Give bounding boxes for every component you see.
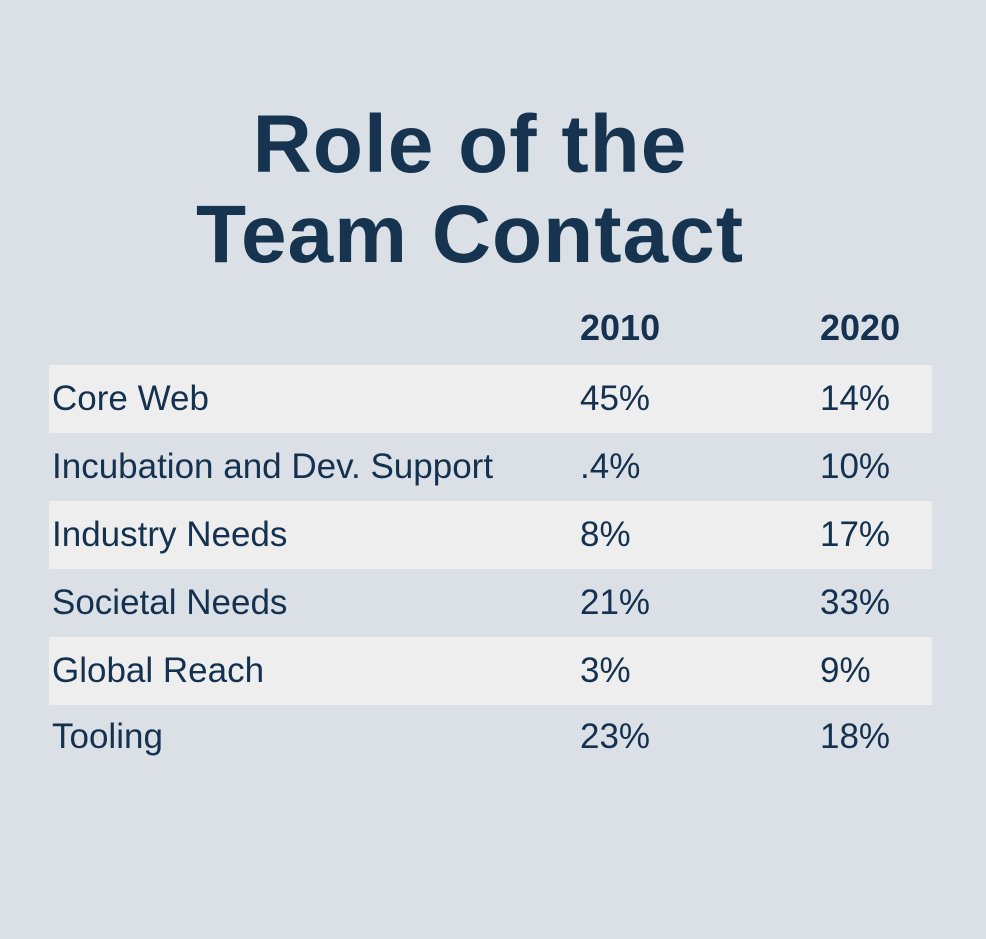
- value-2010: .4%: [580, 447, 641, 486]
- value-2020: 18%: [820, 717, 891, 756]
- row-label: Global Reach: [52, 651, 265, 690]
- table-row: Tooling 23% 18%: [49, 703, 932, 771]
- row-label: Industry Needs: [52, 515, 288, 554]
- table-row: Global Reach 3% 9%: [49, 637, 932, 705]
- value-2010: 23%: [580, 717, 651, 756]
- row-label: Incubation and Dev. Support: [52, 447, 494, 486]
- table-row: Societal Needs 21% 33%: [49, 569, 932, 637]
- value-2020: 17%: [820, 515, 891, 554]
- title-line-2: Team Contact: [195, 189, 745, 280]
- value-2010: 3%: [580, 651, 631, 690]
- value-2020: 10%: [820, 447, 891, 486]
- value-2010: 21%: [580, 583, 651, 622]
- row-label: Core Web: [52, 379, 209, 418]
- row-label: Societal Needs: [52, 583, 288, 622]
- value-2010: 45%: [580, 379, 651, 418]
- table-row: Incubation and Dev. Support .4% 10%: [49, 433, 932, 501]
- table-row: Industry Needs 8% 17%: [49, 501, 932, 569]
- title-line-1: Role of the: [252, 99, 688, 190]
- table-row: Core Web 45% 14%: [49, 365, 932, 433]
- value-2020: 9%: [820, 651, 871, 690]
- row-label: Tooling: [52, 717, 163, 756]
- column-header-2020: 2020: [820, 307, 901, 348]
- page-title: Role of the Team Contact: [0, 100, 940, 280]
- value-2020: 33%: [820, 583, 891, 622]
- column-header-2010: 2010: [580, 307, 661, 348]
- value-2020: 14%: [820, 379, 891, 418]
- value-2010: 8%: [580, 515, 631, 554]
